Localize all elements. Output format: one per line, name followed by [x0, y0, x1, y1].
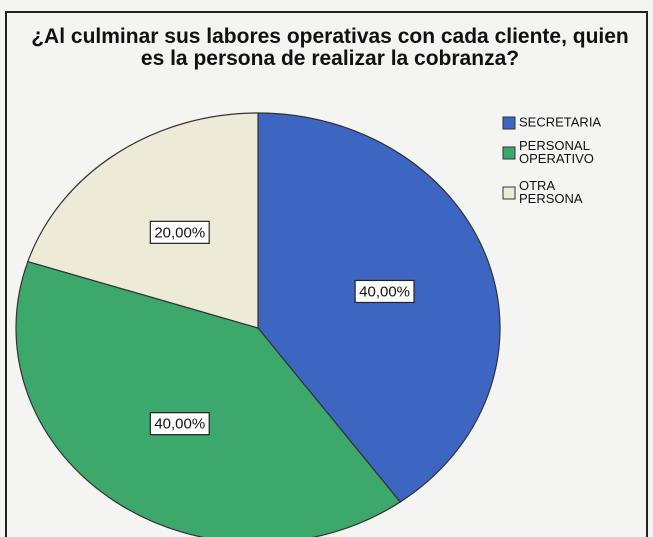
- value-label: 40,00%: [359, 283, 410, 300]
- chart-title: ¿Al culminar sus labores operativas con …: [31, 25, 629, 70]
- legend-label: SECRETARIA: [519, 114, 601, 129]
- value-label-box: [149, 220, 210, 244]
- frame: [5, 11, 648, 537]
- legend-swatch: [502, 116, 516, 130]
- value-label-box: [354, 279, 415, 304]
- pie-slice: [15, 260, 402, 537]
- value-label: 40,00%: [154, 416, 205, 433]
- legend-label: OTRA PERSONA: [519, 178, 583, 206]
- legend-swatch: [502, 186, 516, 200]
- value-label: 20,00%: [154, 224, 205, 241]
- pie-slice: [27, 112, 259, 329]
- value-label-box: [149, 412, 210, 436]
- legend-swatch: [502, 146, 516, 160]
- legend-label: PERSONAL OPERATIVO: [519, 138, 594, 166]
- pie-slice: [257, 112, 501, 503]
